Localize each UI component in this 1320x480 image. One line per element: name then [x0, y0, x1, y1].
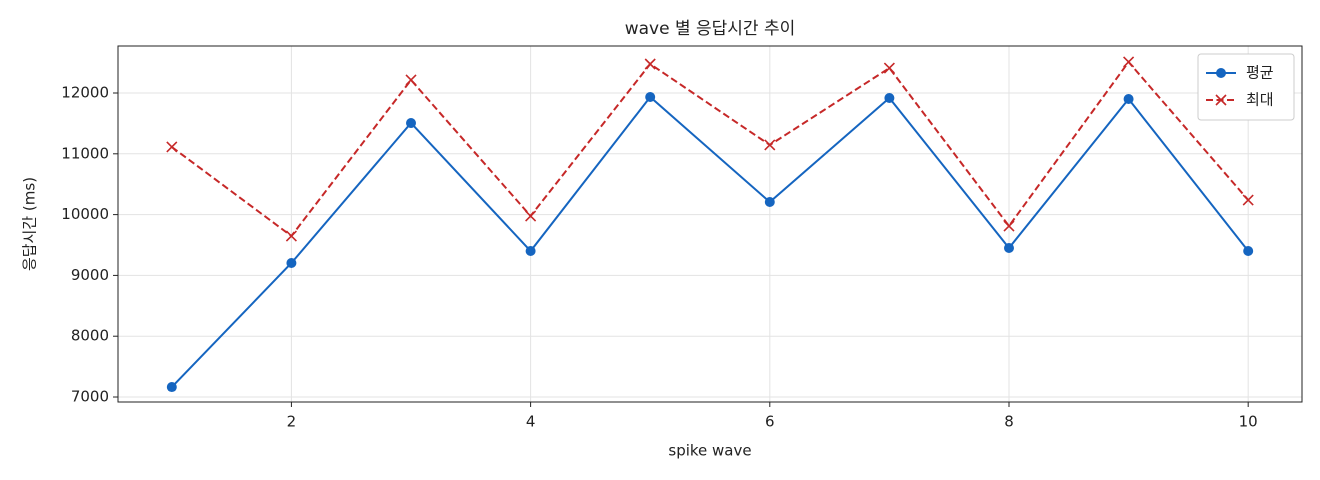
series-line — [171, 95, 1249, 388]
y-tick-label: 11000 — [61, 144, 109, 162]
marker — [1123, 56, 1135, 68]
y-tick-label: 10000 — [61, 205, 109, 223]
marker — [1242, 194, 1254, 206]
marker — [525, 246, 536, 257]
chart-title: wave 별 응답시간 추이 — [625, 19, 796, 39]
legend-label: 평균 — [1246, 64, 1274, 82]
y-tick-label: 12000 — [61, 84, 109, 102]
plot-frame — [117, 45, 1303, 403]
marker — [644, 58, 656, 70]
y-tick-label: 7000 — [71, 388, 109, 406]
marker — [1003, 242, 1014, 253]
marker — [764, 197, 775, 208]
x-axis-label: spike wave — [668, 442, 751, 460]
x-tick-label: 2 — [287, 413, 297, 431]
x-tick-label: 10 — [1239, 413, 1258, 431]
x-tick-label: 8 — [1004, 413, 1014, 431]
x-tick-label: 4 — [526, 413, 536, 431]
legend-marker — [1216, 68, 1226, 78]
marker — [1003, 220, 1015, 232]
marker — [645, 92, 656, 103]
series-line — [171, 60, 1249, 238]
marker — [883, 62, 895, 74]
marker — [764, 139, 776, 151]
marker — [406, 117, 417, 128]
marker — [884, 92, 895, 103]
marker — [1243, 246, 1254, 257]
legend-marker — [1215, 94, 1227, 106]
marker — [166, 382, 177, 393]
y-axis-label: 응답시간 (ms) — [21, 177, 39, 271]
legend-label: 최대 — [1246, 91, 1274, 109]
marker — [1123, 94, 1134, 105]
x-tick-label: 6 — [765, 413, 775, 431]
marker — [166, 141, 178, 153]
marker — [525, 210, 537, 222]
marker — [286, 258, 297, 269]
y-tick-label: 8000 — [71, 327, 109, 345]
marker — [405, 74, 417, 86]
marker — [285, 230, 297, 242]
y-tick-label: 9000 — [71, 266, 109, 284]
